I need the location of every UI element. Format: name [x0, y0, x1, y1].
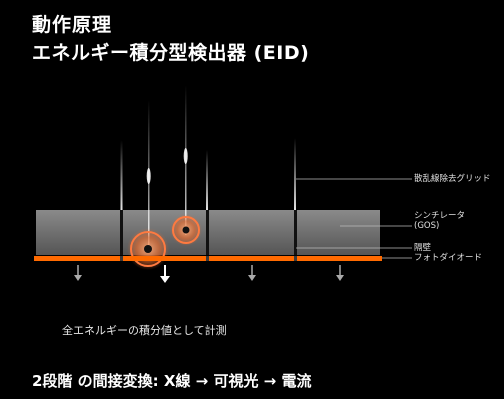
- scintillator-cell: [297, 210, 380, 255]
- scintillator-cells: [36, 210, 380, 255]
- scintillator-cell: [209, 210, 294, 255]
- footer-summary: 2段階 の間接変換: X線 → 可視光 → 電流: [32, 372, 312, 390]
- xray-photons: [146, 85, 188, 250]
- label-septum: 隔壁: [414, 243, 432, 253]
- label-photodiode: フォトダイオード: [414, 253, 483, 263]
- leader-lines: [296, 178, 412, 259]
- anti-scatter-grid: [120, 138, 296, 210]
- caption: 全エネルギーの積分値として計測: [62, 324, 227, 337]
- title-line-2: エネルギー積分型検出器 (EID): [32, 42, 310, 64]
- septa: [120, 210, 297, 255]
- label-scintillator: シンチレータ: [414, 211, 466, 221]
- scintillator-cell: [36, 210, 120, 255]
- label-scintillator-material: (GOS): [414, 221, 440, 231]
- label-grid: 散乱線除去グリッド: [414, 174, 491, 184]
- output-arrows: [74, 265, 344, 283]
- title-line-1: 動作原理: [32, 14, 113, 36]
